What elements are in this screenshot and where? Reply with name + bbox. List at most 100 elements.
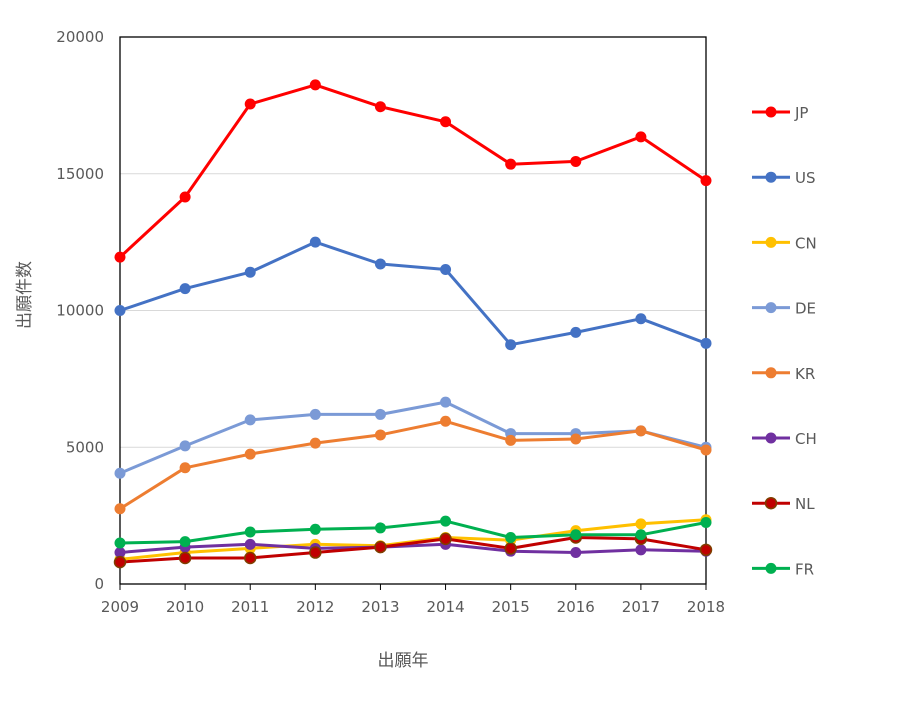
x-tick-label: 2017 [622,598,660,616]
series-fr [114,515,712,549]
legend-marker [764,496,778,510]
legend: JP US CN DE KR CH NL FR [752,104,817,578]
data-point [635,544,647,556]
x-tick-label: 2009 [101,598,139,616]
legend-item-jp: JP [752,104,808,122]
legend-label: KR [795,365,815,383]
data-point [243,551,257,565]
data-point [440,116,452,128]
data-point [635,425,647,437]
data-point [570,155,582,167]
data-point [374,522,386,534]
legend-item-ch: CH [752,430,817,448]
y-tick-label: 0 [94,575,104,593]
data-point [244,448,256,460]
legend-item-de: DE [752,300,816,318]
data-point [374,408,386,420]
legend-marker [765,106,777,118]
x-tick-label: 2016 [557,598,595,616]
series-line [119,240,707,347]
legend-item-nl: NL [752,495,815,513]
data-point [179,536,191,548]
data-point [244,266,256,278]
series-lines [113,79,713,569]
data-point [179,283,191,295]
legend-item-kr: KR [752,365,815,383]
data-point [570,326,582,338]
y-tick-label: 20000 [56,28,104,46]
series-line [119,519,707,545]
data-point [570,547,582,559]
legend-marker [765,562,777,574]
x-tick-label: 2013 [361,598,399,616]
legend-marker [765,236,777,248]
data-point [309,546,322,559]
legend-item-cn: CN [752,234,817,252]
data-point [504,542,517,555]
series-de [114,396,712,479]
series-line [118,83,707,259]
data-point [505,158,517,170]
x-tick-label: 2010 [166,598,204,616]
series-jp [114,79,712,263]
x-tick-label: 2018 [687,598,725,616]
x-tick-label: 2014 [426,598,464,616]
legend-label: JP [794,104,808,122]
series-kr [114,415,712,515]
x-axis-title: 出願年 [378,651,429,671]
data-point [570,433,582,445]
data-point [505,532,517,544]
legend-label: CN [795,234,817,252]
series-line [119,536,707,564]
legend-marker [765,367,777,379]
series-line [119,400,707,475]
legend-label: CH [795,430,817,448]
legend-item-fr: FR [752,560,814,578]
data-point [635,529,647,541]
data-point [440,263,452,275]
data-point [635,313,647,325]
legend-label: DE [795,300,816,318]
data-point [244,538,256,550]
legend-marker [765,432,777,444]
data-point [700,516,712,528]
gridlines [120,173,706,448]
data-point [179,462,191,474]
data-point [309,437,321,449]
data-point [114,251,126,263]
data-point [114,503,126,515]
data-point [439,532,452,546]
legend-item-us: US [752,169,816,187]
y-tick-label: 15000 [56,165,104,183]
data-point [179,440,191,452]
data-point [505,434,517,446]
data-point [244,526,256,538]
data-point [114,305,126,316]
series-line [119,419,707,511]
data-point [700,337,712,349]
data-point [440,415,452,427]
y-tick-label: 10000 [56,302,104,320]
y-axis-title: 出願件数 [15,261,35,329]
data-point [374,429,386,441]
series-line [119,542,707,554]
data-point [309,236,321,248]
legend-label: FR [795,560,814,578]
series-us [114,236,712,351]
legend-marker [765,171,777,183]
data-point [244,414,256,426]
data-point [309,79,321,91]
data-point [114,467,126,479]
data-point [440,396,452,408]
data-point [505,339,517,351]
x-tick-label: 2012 [296,598,334,616]
data-point [309,523,321,535]
data-point [700,444,712,456]
legend-label: US [795,169,816,187]
data-point [570,529,582,541]
data-point [635,518,647,530]
y-tick-label: 5000 [66,438,104,456]
data-point [440,515,452,527]
data-point [699,543,713,557]
